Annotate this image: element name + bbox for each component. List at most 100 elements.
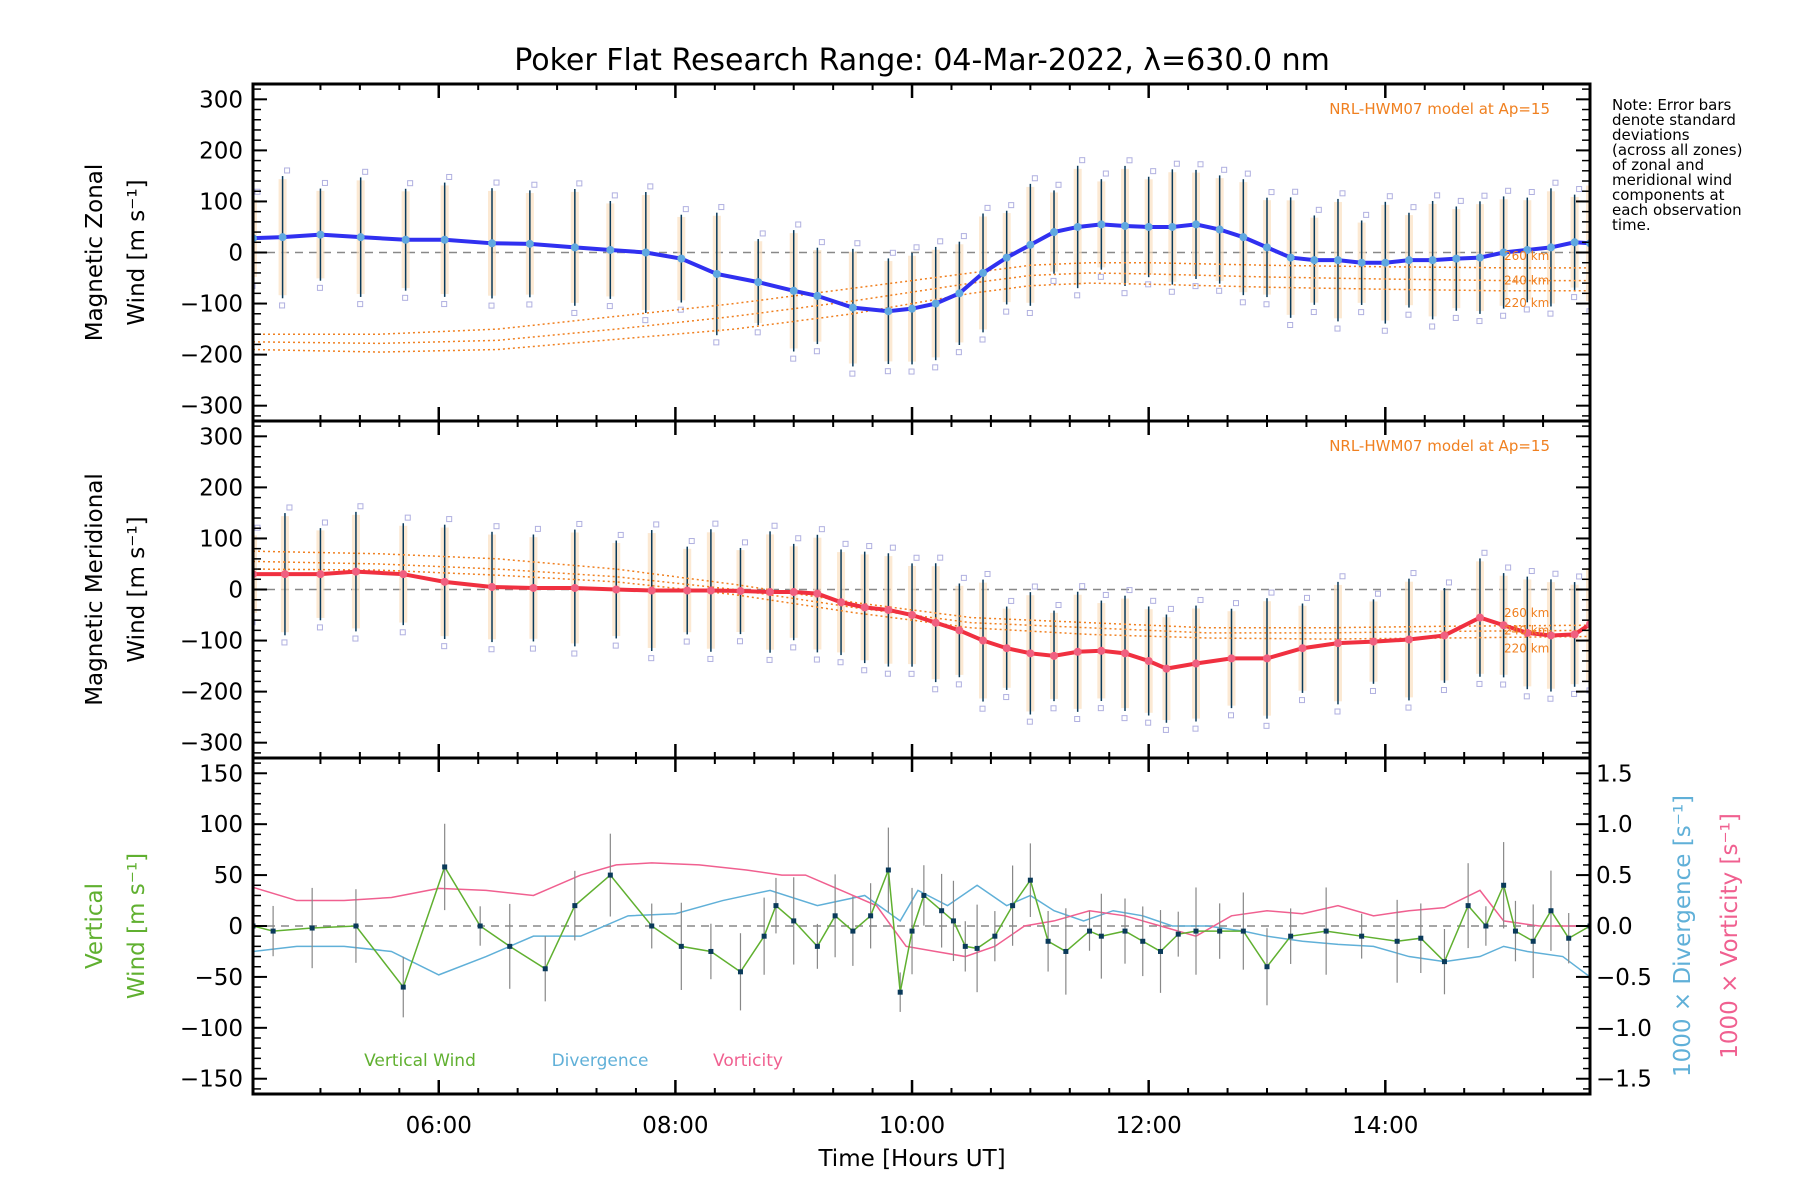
mean-wind-point bbox=[280, 570, 289, 579]
zone-point bbox=[1162, 726, 1169, 733]
vertical-wind-point bbox=[1359, 933, 1365, 939]
mean-wind-point bbox=[1546, 243, 1555, 252]
x-tick-label: 08:00 bbox=[642, 1113, 708, 1139]
mean-wind-point bbox=[789, 286, 798, 295]
zone-point bbox=[1523, 306, 1530, 313]
zone-point bbox=[866, 543, 873, 550]
note-line: deviations bbox=[1612, 126, 1690, 144]
zone-point bbox=[1452, 314, 1459, 321]
vertical-wind-point bbox=[270, 928, 276, 934]
zone-point bbox=[407, 180, 414, 187]
mean-wind-point bbox=[1298, 644, 1307, 653]
vertical-wind-point bbox=[962, 943, 968, 949]
zone-point bbox=[1055, 181, 1062, 188]
vertical-wind-point bbox=[1566, 935, 1572, 941]
zone-point bbox=[861, 667, 868, 674]
vertical-wind-point bbox=[1483, 923, 1489, 929]
mean-wind-point bbox=[570, 583, 579, 592]
vertical-wind-point bbox=[1045, 938, 1051, 944]
model-line-240 bbox=[253, 560, 1590, 634]
zone-point bbox=[1500, 312, 1507, 319]
mean-wind-point bbox=[1333, 639, 1342, 648]
zone-point bbox=[1031, 583, 1038, 590]
vertical-wind-point bbox=[897, 989, 903, 995]
zone-point bbox=[279, 302, 286, 309]
mean-wind-point bbox=[813, 291, 822, 300]
mean-wind-point bbox=[1357, 258, 1366, 267]
vertical-wind-point bbox=[542, 966, 548, 972]
zone-point bbox=[955, 681, 962, 688]
mean-wind-point bbox=[1162, 664, 1171, 673]
mean-wind-point bbox=[351, 567, 360, 576]
zone-point bbox=[1505, 564, 1512, 571]
mean-wind-point bbox=[1215, 225, 1224, 234]
vertical-wind-point bbox=[868, 913, 874, 919]
mean-wind-point bbox=[529, 583, 538, 592]
zone-point bbox=[1074, 716, 1081, 723]
mean-wind-point bbox=[837, 598, 846, 607]
zone-point bbox=[493, 523, 500, 530]
zone-point bbox=[913, 244, 920, 251]
zone-point bbox=[1363, 211, 1370, 218]
vertical-wind-point bbox=[921, 892, 927, 898]
vertical-wind-point bbox=[507, 943, 513, 949]
zone-point bbox=[771, 522, 778, 529]
zone-point bbox=[1074, 292, 1081, 299]
mean-wind-point bbox=[1168, 222, 1177, 231]
vertical-wind-point bbox=[1512, 928, 1518, 934]
zone-point bbox=[653, 521, 660, 528]
zone-point bbox=[611, 192, 618, 199]
zone-point bbox=[1263, 301, 1270, 308]
mean-wind-point bbox=[1428, 256, 1437, 265]
mean-wind-point bbox=[766, 588, 775, 597]
altitude-label: 260 km bbox=[1504, 249, 1549, 263]
vertical-wind-point bbox=[1264, 964, 1270, 970]
vertical-wind-point bbox=[885, 867, 891, 873]
vertical-wind-point bbox=[773, 903, 779, 909]
vertical-wind-point bbox=[1122, 928, 1128, 934]
vertical-wind-point bbox=[1465, 903, 1471, 909]
zone-point bbox=[1528, 568, 1535, 575]
mean-wind-point bbox=[1144, 222, 1153, 231]
zone-point bbox=[754, 329, 761, 336]
mean-wind-point bbox=[1191, 220, 1200, 229]
note-line: (across all zones) bbox=[1612, 141, 1742, 159]
zone-point bbox=[1150, 597, 1157, 604]
divergence-line bbox=[253, 884, 1590, 978]
vertical-wind-point bbox=[992, 933, 998, 939]
zone-point bbox=[1239, 299, 1246, 306]
legend-vertical-wind: Vertical Wind bbox=[364, 1051, 476, 1071]
y-tick-label: 50 bbox=[214, 863, 243, 889]
y-tick-label: 100 bbox=[199, 189, 243, 215]
mean-wind-point bbox=[316, 570, 325, 579]
zone-point bbox=[718, 204, 725, 211]
mean-wind-point bbox=[908, 611, 917, 620]
zone-point bbox=[1571, 294, 1578, 301]
note-line: meridional wind bbox=[1612, 171, 1732, 189]
vertical-wind-point bbox=[1217, 928, 1223, 934]
model-line-220 bbox=[253, 568, 1590, 640]
zone-point bbox=[1445, 579, 1452, 586]
mean-wind-point bbox=[1144, 656, 1153, 665]
y-tick-label: −100 bbox=[180, 292, 243, 318]
zone-point bbox=[617, 531, 624, 538]
mean-wind-point bbox=[908, 304, 917, 313]
zone-point bbox=[402, 294, 409, 301]
zone-point bbox=[790, 644, 797, 651]
y-tick-label: −50 bbox=[194, 965, 243, 991]
note-line: time. bbox=[1612, 216, 1651, 234]
vertical-wind-point bbox=[791, 918, 797, 924]
zone-point bbox=[441, 301, 448, 308]
mean-wind-point bbox=[712, 269, 721, 278]
zone-point bbox=[1026, 718, 1033, 725]
mean-wind-point bbox=[683, 586, 692, 595]
mean-wind-point bbox=[356, 233, 365, 242]
mean-wind-point bbox=[1050, 651, 1059, 660]
y-axis-label: Wind [m s⁻¹] bbox=[124, 853, 150, 999]
zone-point bbox=[1197, 596, 1204, 603]
zone-point bbox=[937, 238, 944, 245]
mean-wind-point bbox=[1026, 240, 1035, 249]
zone-point bbox=[1192, 725, 1199, 732]
mean-wind-point bbox=[525, 239, 534, 248]
